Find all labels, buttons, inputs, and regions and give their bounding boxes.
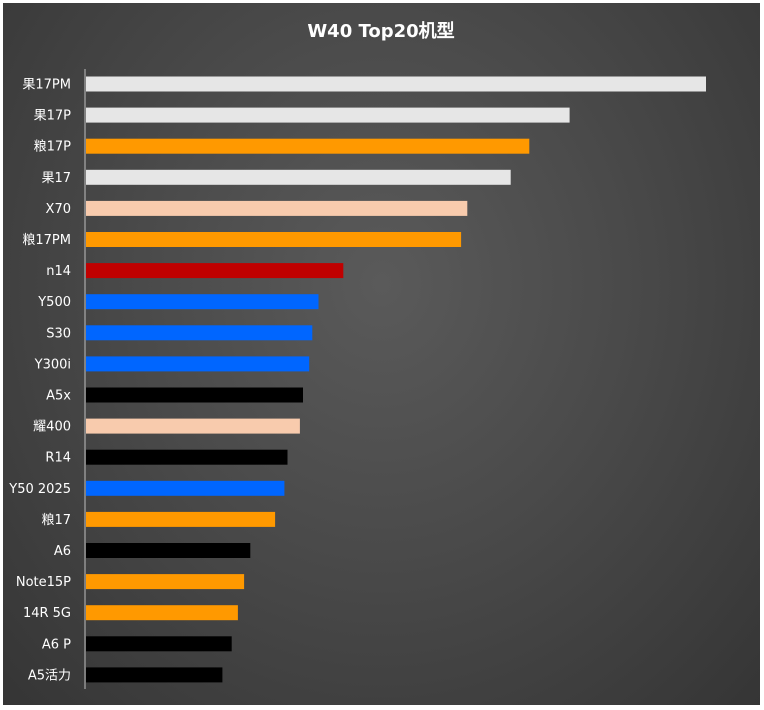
category-label: S30 <box>46 326 71 341</box>
bar-12 <box>86 449 288 465</box>
bar-10 <box>86 387 303 403</box>
bar-15 <box>86 543 251 558</box>
category-label: A5x <box>46 389 71 404</box>
bar-0 <box>86 76 706 92</box>
category-label: 粮17 <box>41 513 71 528</box>
bar-14 <box>86 511 276 527</box>
category-label: Y300i <box>34 357 71 372</box>
category-label: 果17P <box>34 109 72 124</box>
bar-5 <box>86 232 462 247</box>
bar-8 <box>86 325 313 341</box>
bar-16 <box>86 574 245 590</box>
bar-4 <box>86 200 468 216</box>
bar-18 <box>86 636 232 652</box>
bar-19 <box>86 667 223 683</box>
bar-9 <box>86 356 310 372</box>
bar-chart: W40 Top20机型 果17PM 果17P 粮17P 果17 X70 粮17PM n14 Y… <box>8 20 706 689</box>
category-label: R14 <box>45 451 71 466</box>
category-label: 果17PM <box>22 78 71 93</box>
bar-2 <box>86 138 530 154</box>
bar-3 <box>86 169 511 185</box>
category-label: Note15P <box>16 575 71 590</box>
category-label: A6 <box>54 544 71 559</box>
category-label: 耀400 <box>33 420 71 435</box>
category-labels-group: 果17PM 果17P 粮17P 果17 X70 粮17PM n14 Y500 S30 Y300i A… <box>8 78 71 684</box>
chart-title: W40 Top20机型 <box>307 20 454 42</box>
category-label: 粮17P <box>34 140 72 155</box>
category-label: A5活力 <box>28 668 71 683</box>
bars-group <box>86 76 706 683</box>
bar-13 <box>86 480 285 496</box>
bar-11 <box>86 418 300 434</box>
bar-6 <box>86 263 344 279</box>
category-label: A6 P <box>42 637 71 652</box>
bar-17 <box>86 605 238 621</box>
category-label: Y50 2025 <box>8 482 71 497</box>
category-label: 粮17PM <box>22 233 71 248</box>
category-label: X70 <box>46 202 71 217</box>
bar-1 <box>86 107 570 123</box>
category-label: n14 <box>46 264 71 279</box>
category-label: 果17 <box>41 171 71 186</box>
chart-frame: W40 Top20机型 果17PM 果17P 粮17P 果17 X70 粮17PM n14 Y… <box>3 3 760 705</box>
category-label: 14R 5G <box>23 606 71 621</box>
bar-7 <box>86 294 319 310</box>
category-label: Y500 <box>37 295 71 310</box>
